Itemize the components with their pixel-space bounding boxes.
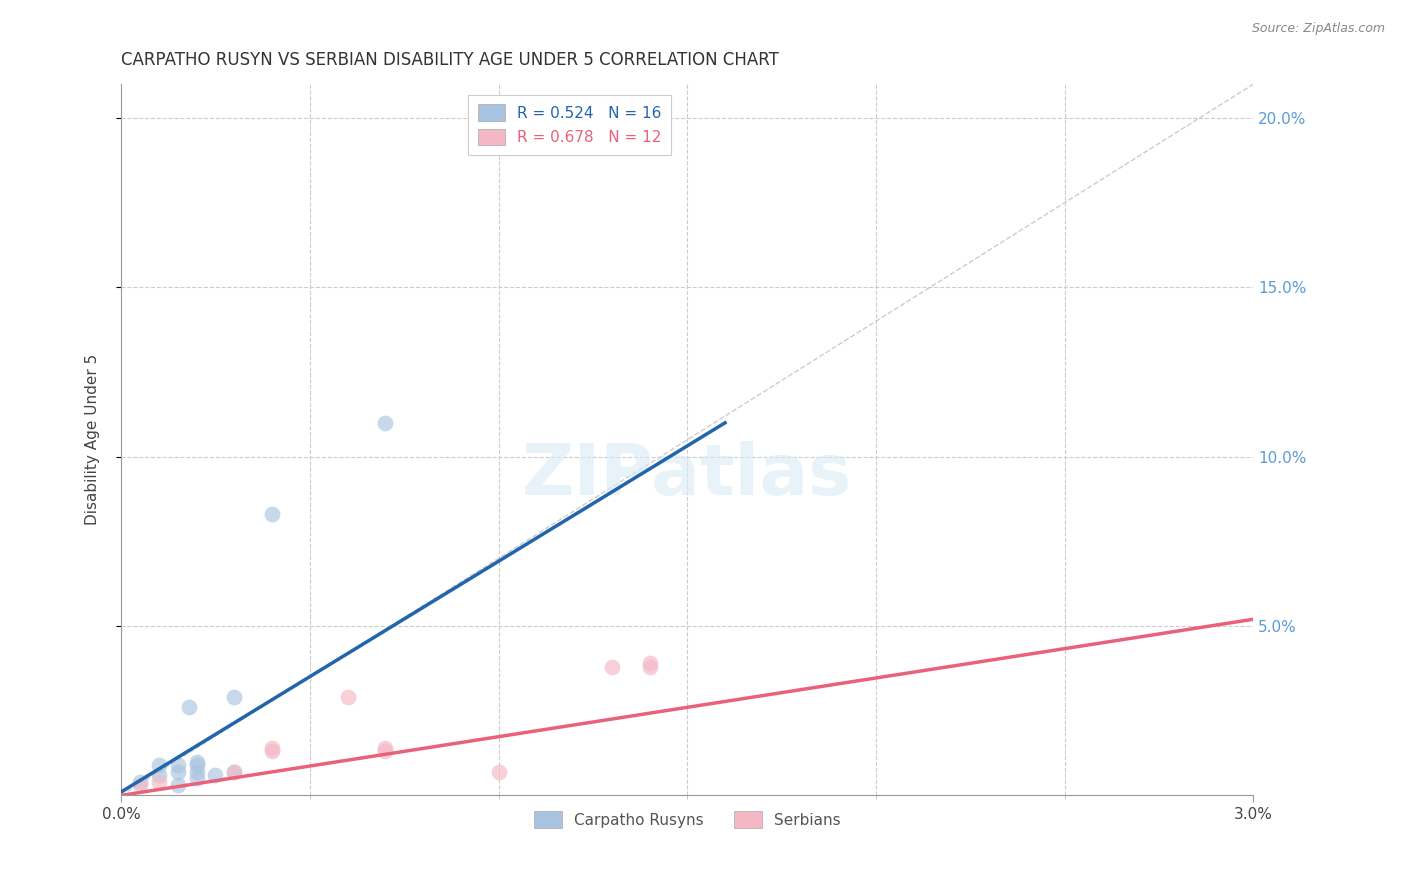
Legend: Carpatho Rusyns, Serbians: Carpatho Rusyns, Serbians xyxy=(529,805,846,834)
Point xyxy=(204,768,226,782)
Point xyxy=(638,659,661,673)
Point xyxy=(129,775,152,789)
Point xyxy=(129,778,152,792)
Text: ZIPatlas: ZIPatlas xyxy=(522,441,852,510)
Point xyxy=(186,758,208,772)
Point xyxy=(336,690,359,705)
Point xyxy=(374,416,396,430)
Point xyxy=(488,764,510,779)
Point xyxy=(224,690,246,705)
Point xyxy=(262,744,284,758)
Point xyxy=(600,659,623,673)
Point xyxy=(166,758,188,772)
Point xyxy=(186,764,208,779)
Point xyxy=(224,764,246,779)
Text: Source: ZipAtlas.com: Source: ZipAtlas.com xyxy=(1251,22,1385,36)
Point xyxy=(166,778,188,792)
Point xyxy=(374,741,396,756)
Point xyxy=(148,768,170,782)
Point xyxy=(148,758,170,772)
Point xyxy=(186,755,208,769)
Point xyxy=(186,772,208,786)
Point xyxy=(224,764,246,779)
Y-axis label: Disability Age Under 5: Disability Age Under 5 xyxy=(86,354,100,525)
Point xyxy=(638,657,661,671)
Point xyxy=(262,508,284,522)
Point xyxy=(262,741,284,756)
Point xyxy=(177,700,200,714)
Text: CARPATHO RUSYN VS SERBIAN DISABILITY AGE UNDER 5 CORRELATION CHART: CARPATHO RUSYN VS SERBIAN DISABILITY AGE… xyxy=(121,51,779,69)
Point xyxy=(166,764,188,779)
Point xyxy=(148,775,170,789)
Point xyxy=(374,744,396,758)
